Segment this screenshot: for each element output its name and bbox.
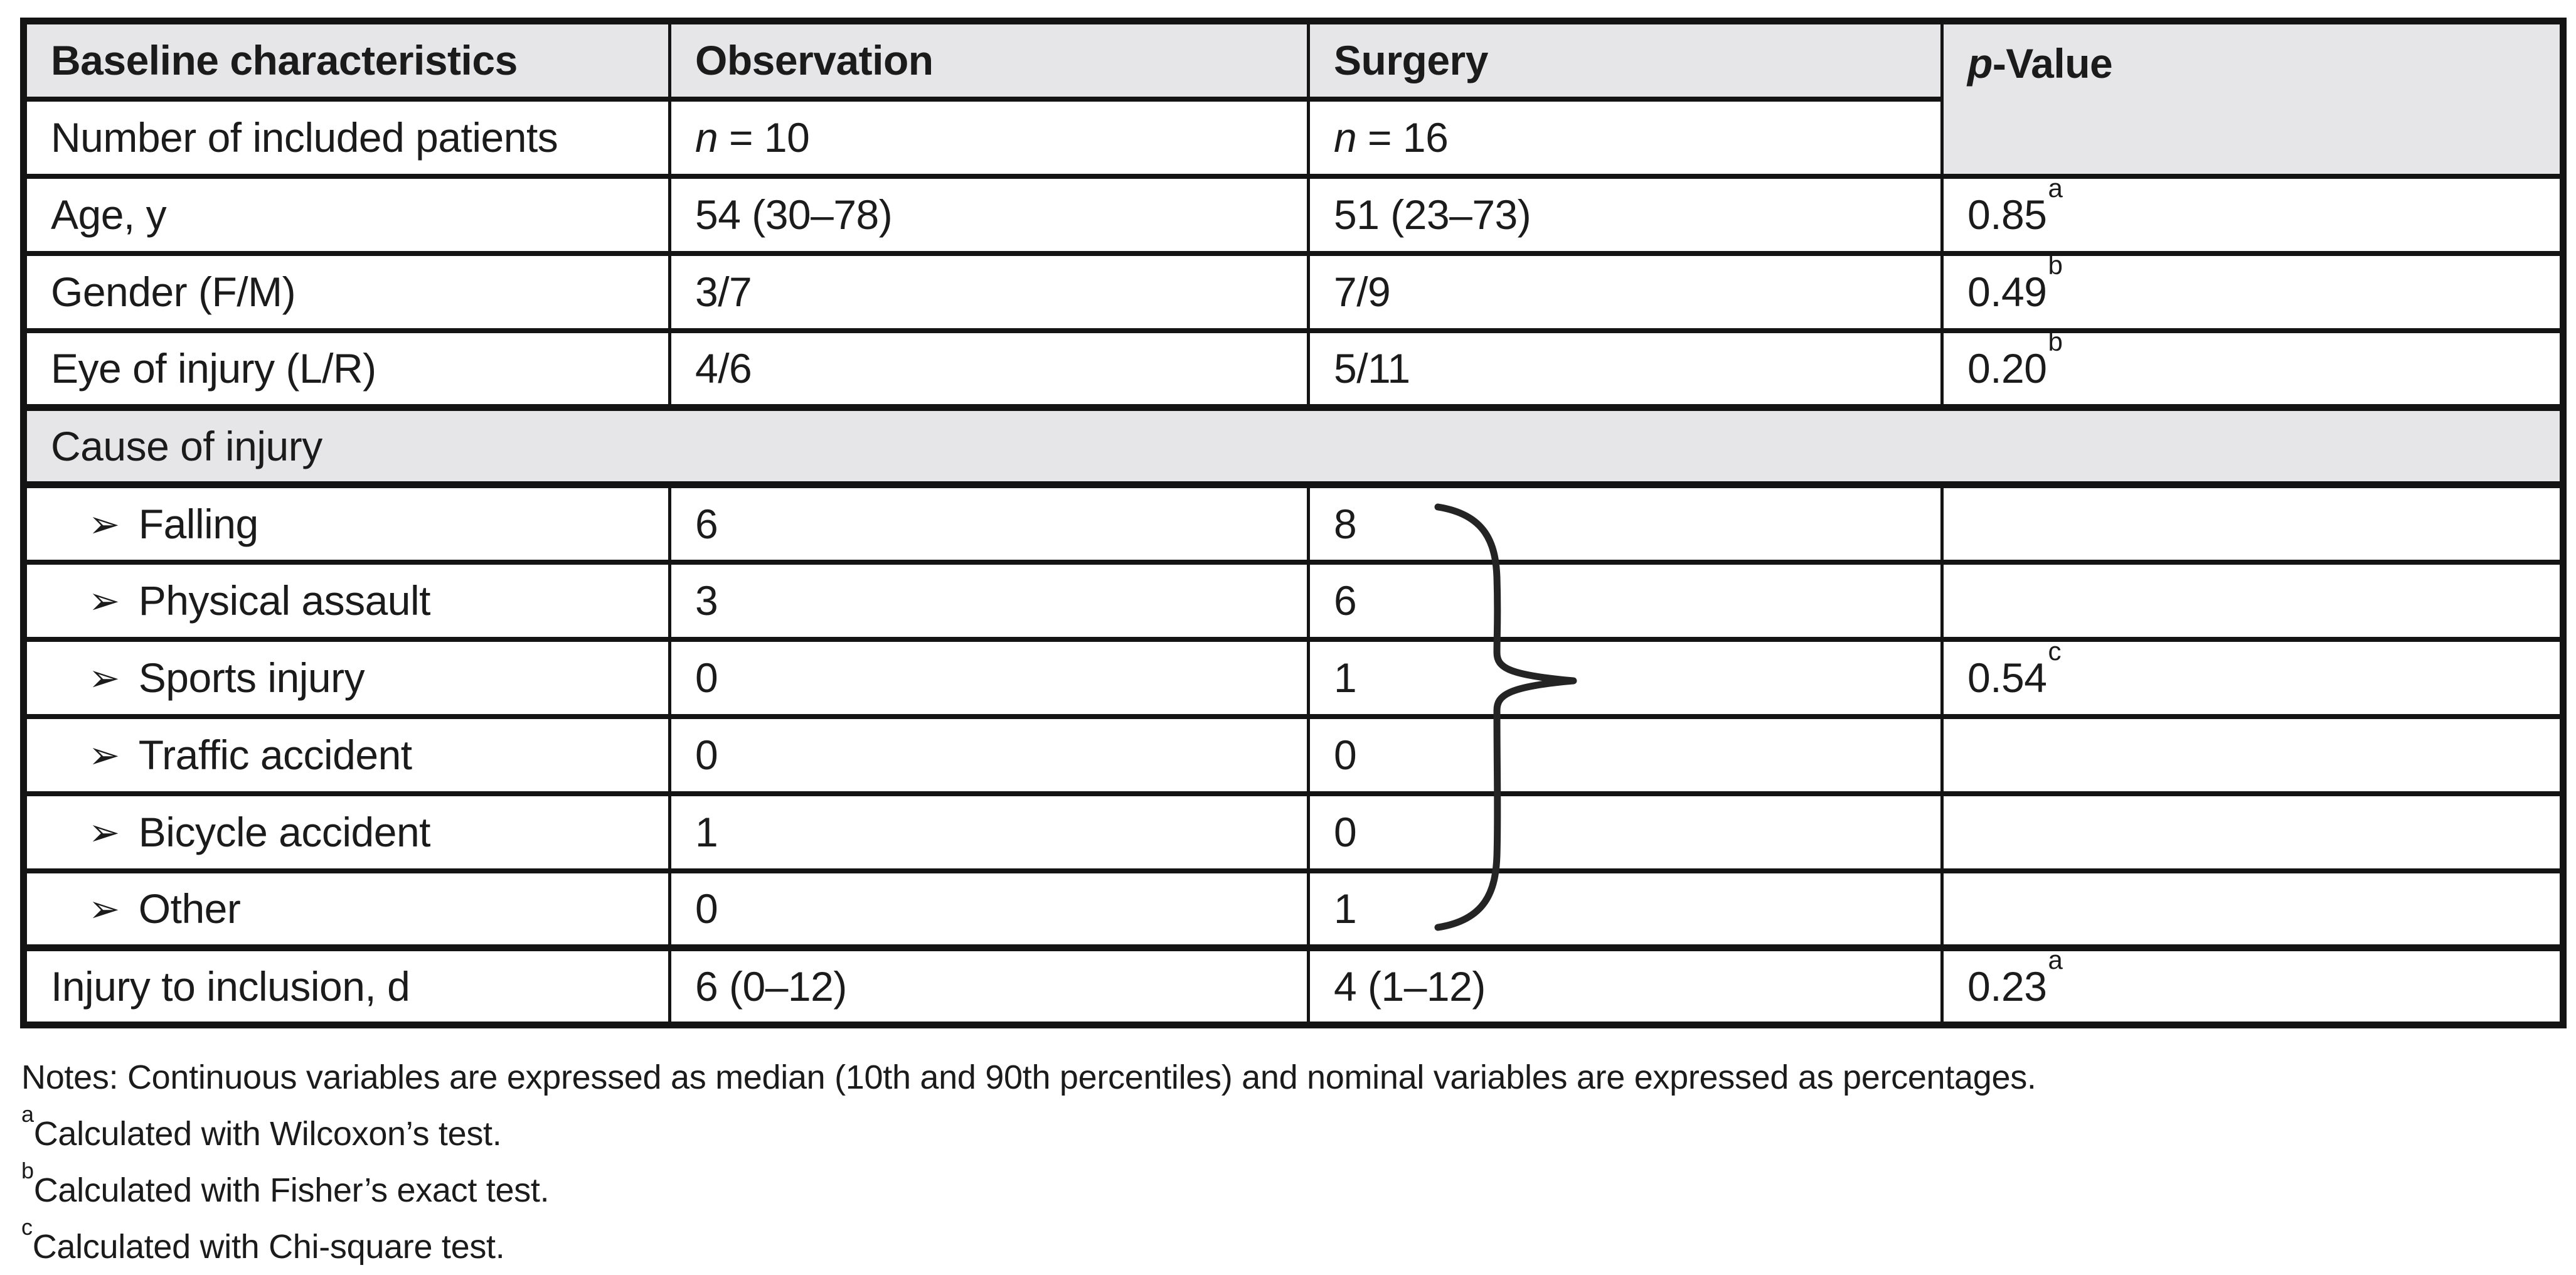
notes-general: Notes: Continuous variables are expresse… <box>21 1059 2036 1096</box>
col-header-observation: Observation <box>668 18 1310 102</box>
footnote-marker: c <box>21 1214 33 1240</box>
p-value-cell <box>1940 713 2565 796</box>
surgery-cell: 6 <box>1307 559 1944 642</box>
table-row-sports-injury: ➢ Sports injury 0 1 0.54c <box>22 636 2565 719</box>
row-label: ➢ Bicycle accident <box>22 791 671 873</box>
row-label: Age, y <box>22 173 671 256</box>
observation-cell: 3/7 <box>668 250 1310 333</box>
footnote-marker: b <box>2048 253 2063 280</box>
surgery-cell: 0 <box>1307 713 1944 796</box>
row-label: ➢ Physical assault <box>22 559 671 642</box>
surgery-cell: 0 <box>1307 791 1944 873</box>
row-label: Injury to inclusion, d <box>22 944 671 1028</box>
p-value-cell: 0.85a <box>1940 173 2565 256</box>
col-header-p-value: p-Value <box>1940 18 2565 179</box>
table-row-bicycle-accident: ➢ Bicycle accident 1 0 <box>22 791 2565 873</box>
p-value-cell: 0.54c <box>1940 636 2565 719</box>
arrowhead-bullet-icon: ➢ <box>88 657 120 699</box>
table-row-number-of-patients: Number of included patients n = 10 n = 1… <box>22 96 2563 179</box>
table-header-row: Baseline characteristics Observation Sur… <box>22 18 2565 179</box>
row-label: Eye of injury (L/R) <box>22 328 671 410</box>
p-value-cell: 0.20b <box>1940 328 2565 410</box>
surgery-cell: 5/11 <box>1307 328 1944 410</box>
table-row-physical-assault: ➢ Physical assault 3 6 <box>22 559 2565 642</box>
arrowhead-bullet-icon: ➢ <box>88 734 120 776</box>
p-value-cell: 0.23a <box>1940 944 2565 1028</box>
p-value-cell <box>1940 481 2565 565</box>
n-value: = 16 <box>1356 114 1449 161</box>
observation-cell: 6 (0–12) <box>668 944 1310 1028</box>
surgery-cell: 51 (23–73) <box>1307 173 1944 256</box>
n-symbol: n <box>695 114 718 161</box>
observation-cell: 54 (30–78) <box>668 173 1310 256</box>
table-row-falling: ➢ Falling 6 8 <box>22 481 2565 565</box>
row-label: Number of included patients <box>22 96 671 179</box>
section-label: Cause of injury <box>22 404 2565 488</box>
table-notes: Notes: Continuous variables are expresse… <box>21 1049 2556 1275</box>
arrowhead-bullet-icon: ➢ <box>88 811 120 853</box>
observation-cell: 0 <box>668 868 1310 951</box>
footnote-marker: a <box>21 1101 34 1127</box>
footnote-a: aCalculated with Wilcoxon’s test. <box>21 1101 502 1153</box>
surgery-cell: 8 <box>1307 481 1944 565</box>
n-value: = 10 <box>718 114 810 161</box>
section-row-cause-of-injury: Cause of injury <box>22 404 2565 488</box>
p-value-cell <box>1940 559 2565 642</box>
p-value-rest: -Value <box>1992 40 2113 87</box>
table-row-injury-to-inclusion: Injury to inclusion, d 6 (0–12) 4 (1–12)… <box>22 944 2565 1028</box>
p-value-italic-p: p <box>1967 40 1993 87</box>
observation-cell: 3 <box>668 559 1310 642</box>
table-row-gender: Gender (F/M) 3/7 7/9 0.49b <box>22 250 2565 333</box>
arrowhead-bullet-icon: ➢ <box>88 503 120 545</box>
row-label: ➢ Traffic accident <box>22 713 671 796</box>
footnote-marker: b <box>2048 330 2063 357</box>
observation-cell: 4/6 <box>668 328 1310 410</box>
footnote-marker: a <box>2048 176 2063 203</box>
col-header-surgery: Surgery <box>1307 18 1944 102</box>
observation-cell: 0 <box>668 713 1310 796</box>
col-header-baseline: Baseline characteristics <box>22 18 671 102</box>
surgery-cell: 4 (1–12) <box>1307 944 1944 1028</box>
footnote-marker: b <box>21 1158 34 1183</box>
observation-cell: 6 <box>668 481 1310 565</box>
surgery-cell: 1 <box>1307 636 1944 719</box>
footnote-b: bCalculated with Fisher’s exact test. <box>21 1158 550 1210</box>
arrowhead-bullet-icon: ➢ <box>88 580 120 622</box>
observation-cell: 0 <box>668 636 1310 719</box>
p-value-cell <box>1940 791 2565 873</box>
n-symbol: n <box>1334 114 1357 161</box>
table-row-eye-of-injury: Eye of injury (L/R) 4/6 5/11 0.20b <box>22 328 2565 410</box>
baseline-characteristics-table: Baseline characteristics Observation Sur… <box>20 18 2567 1028</box>
row-label: ➢ Sports injury <box>22 636 671 719</box>
footnote-marker: a <box>2048 947 2063 974</box>
table-row-other: ➢ Other 0 1 <box>22 868 2565 951</box>
row-label: ➢ Falling <box>22 481 671 565</box>
row-label: ➢ Other <box>22 868 671 951</box>
surgery-cell: 7/9 <box>1307 250 1944 333</box>
p-value-cell: 0.49b <box>1940 250 2565 333</box>
table-row-age: Age, y 54 (30–78) 51 (23–73) 0.85a <box>22 173 2565 256</box>
surgery-n-cell: n = 16 <box>1307 96 1944 179</box>
row-label: Gender (F/M) <box>22 250 671 333</box>
observation-cell: 1 <box>668 791 1310 873</box>
table-row-traffic-accident: ➢ Traffic accident 0 0 <box>22 713 2565 796</box>
observation-n-cell: n = 10 <box>668 96 1310 179</box>
arrowhead-bullet-icon: ➢ <box>88 888 120 931</box>
surgery-cell: 1 <box>1307 868 1944 951</box>
footnote-marker: c <box>2048 639 2061 666</box>
footnote-c: cCalculated with Chi-square test. <box>21 1214 505 1266</box>
p-value-cell <box>1940 868 2565 951</box>
